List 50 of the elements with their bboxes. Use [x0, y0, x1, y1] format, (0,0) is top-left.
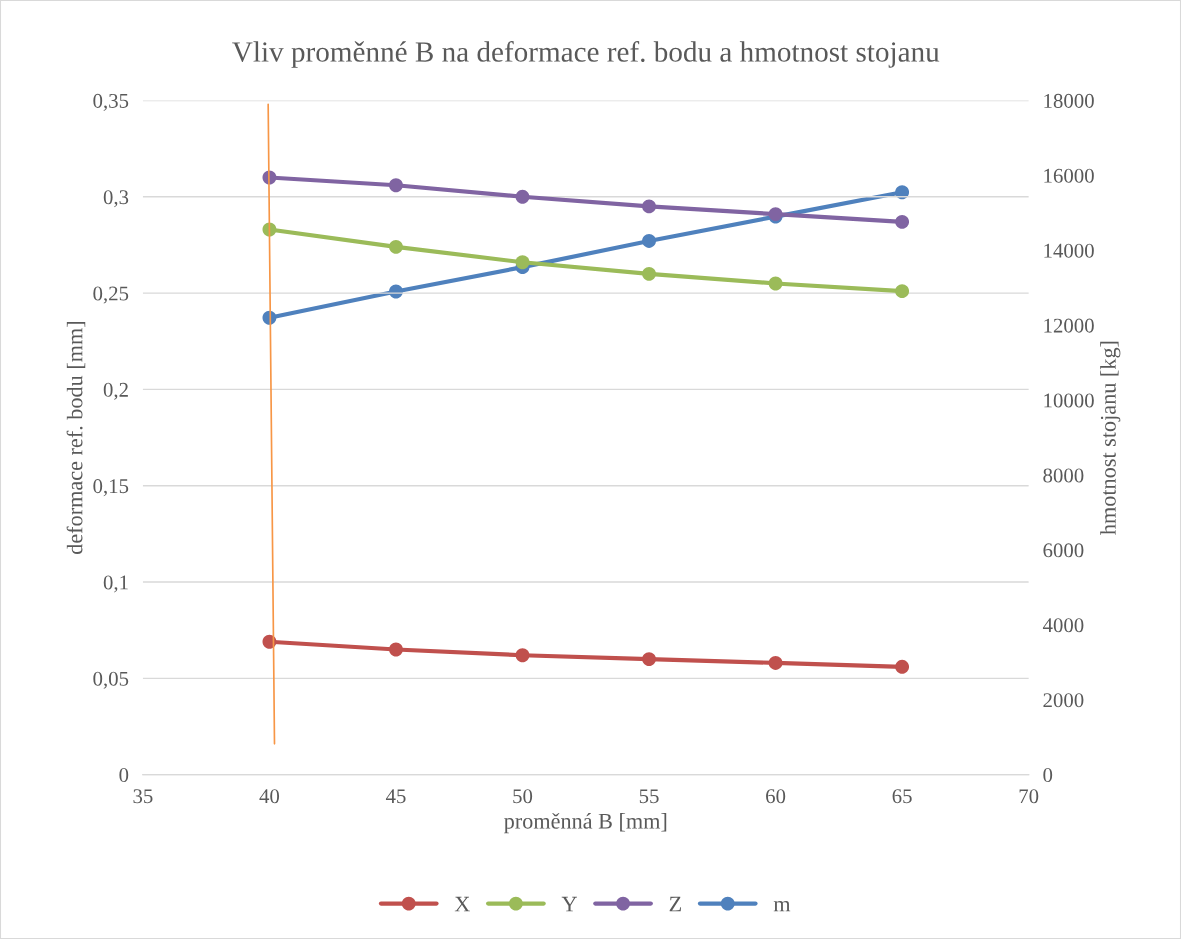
y2-tick-label: 0	[1043, 768, 1053, 783]
y-tick-label: 0,35	[93, 93, 129, 111]
point	[895, 185, 910, 200]
y2-tick-label: 12000	[1044, 318, 1094, 333]
legend-label: Z	[669, 896, 681, 912]
legend-label: X	[454, 896, 470, 912]
y-tick-label: 0,3	[103, 190, 129, 208]
point	[642, 199, 656, 214]
y2-tick-label: 6000	[1043, 543, 1084, 558]
point	[515, 648, 530, 663]
y2-tick-label: 18000	[1044, 93, 1094, 108]
point	[768, 656, 783, 670]
point	[895, 659, 910, 674]
point	[642, 652, 656, 667]
x-tick-label: 35	[133, 789, 153, 804]
y2-tick-label: 2000	[1043, 693, 1084, 708]
point	[515, 255, 530, 270]
y2-tick-label: 16000	[1044, 168, 1094, 183]
y2-tick-label: 10000	[1044, 393, 1094, 408]
x-tick-label: 65	[892, 789, 912, 804]
y-tick-label: 0,25	[93, 286, 129, 304]
x-tick-label: 60	[766, 789, 786, 804]
point	[895, 214, 910, 229]
x-tick-label: 40	[259, 789, 280, 804]
y-tick-label: 0,05	[93, 671, 129, 689]
y-axis-title: deformace ref. bodu [mm]	[66, 321, 86, 554]
y2-tick-label: 14000	[1044, 243, 1094, 258]
y2-tick-label: 4000	[1042, 618, 1084, 633]
legend-label: Y	[561, 896, 577, 912]
x-axis-title: proměnná B [mm]	[504, 813, 667, 834]
y-tick-label: 0,1	[103, 575, 128, 593]
y-tick-label: 0,2	[103, 382, 128, 400]
chart-title: Vliv proměnné B na deformace ref. bodu a hmotnost stojanu	[232, 41, 940, 68]
point	[389, 239, 403, 254]
x-tick-label: 45	[385, 789, 406, 804]
point	[515, 189, 530, 204]
y2-axis-title: hmotnost stojanu [kg]	[1100, 341, 1121, 535]
point	[642, 233, 656, 248]
legend-label: m	[773, 900, 791, 912]
x-tick-label: 55	[639, 789, 659, 804]
point	[642, 266, 656, 281]
x-tick-label: 50	[513, 789, 533, 804]
y-tick-label: 0,15	[93, 479, 129, 497]
x-tick-label: 70	[1019, 789, 1039, 804]
point	[895, 284, 910, 299]
y2-tick-label: 8000	[1043, 468, 1084, 483]
y-tick-label: 0	[119, 768, 129, 783]
point	[389, 178, 403, 193]
point	[768, 276, 783, 291]
point	[389, 642, 403, 657]
